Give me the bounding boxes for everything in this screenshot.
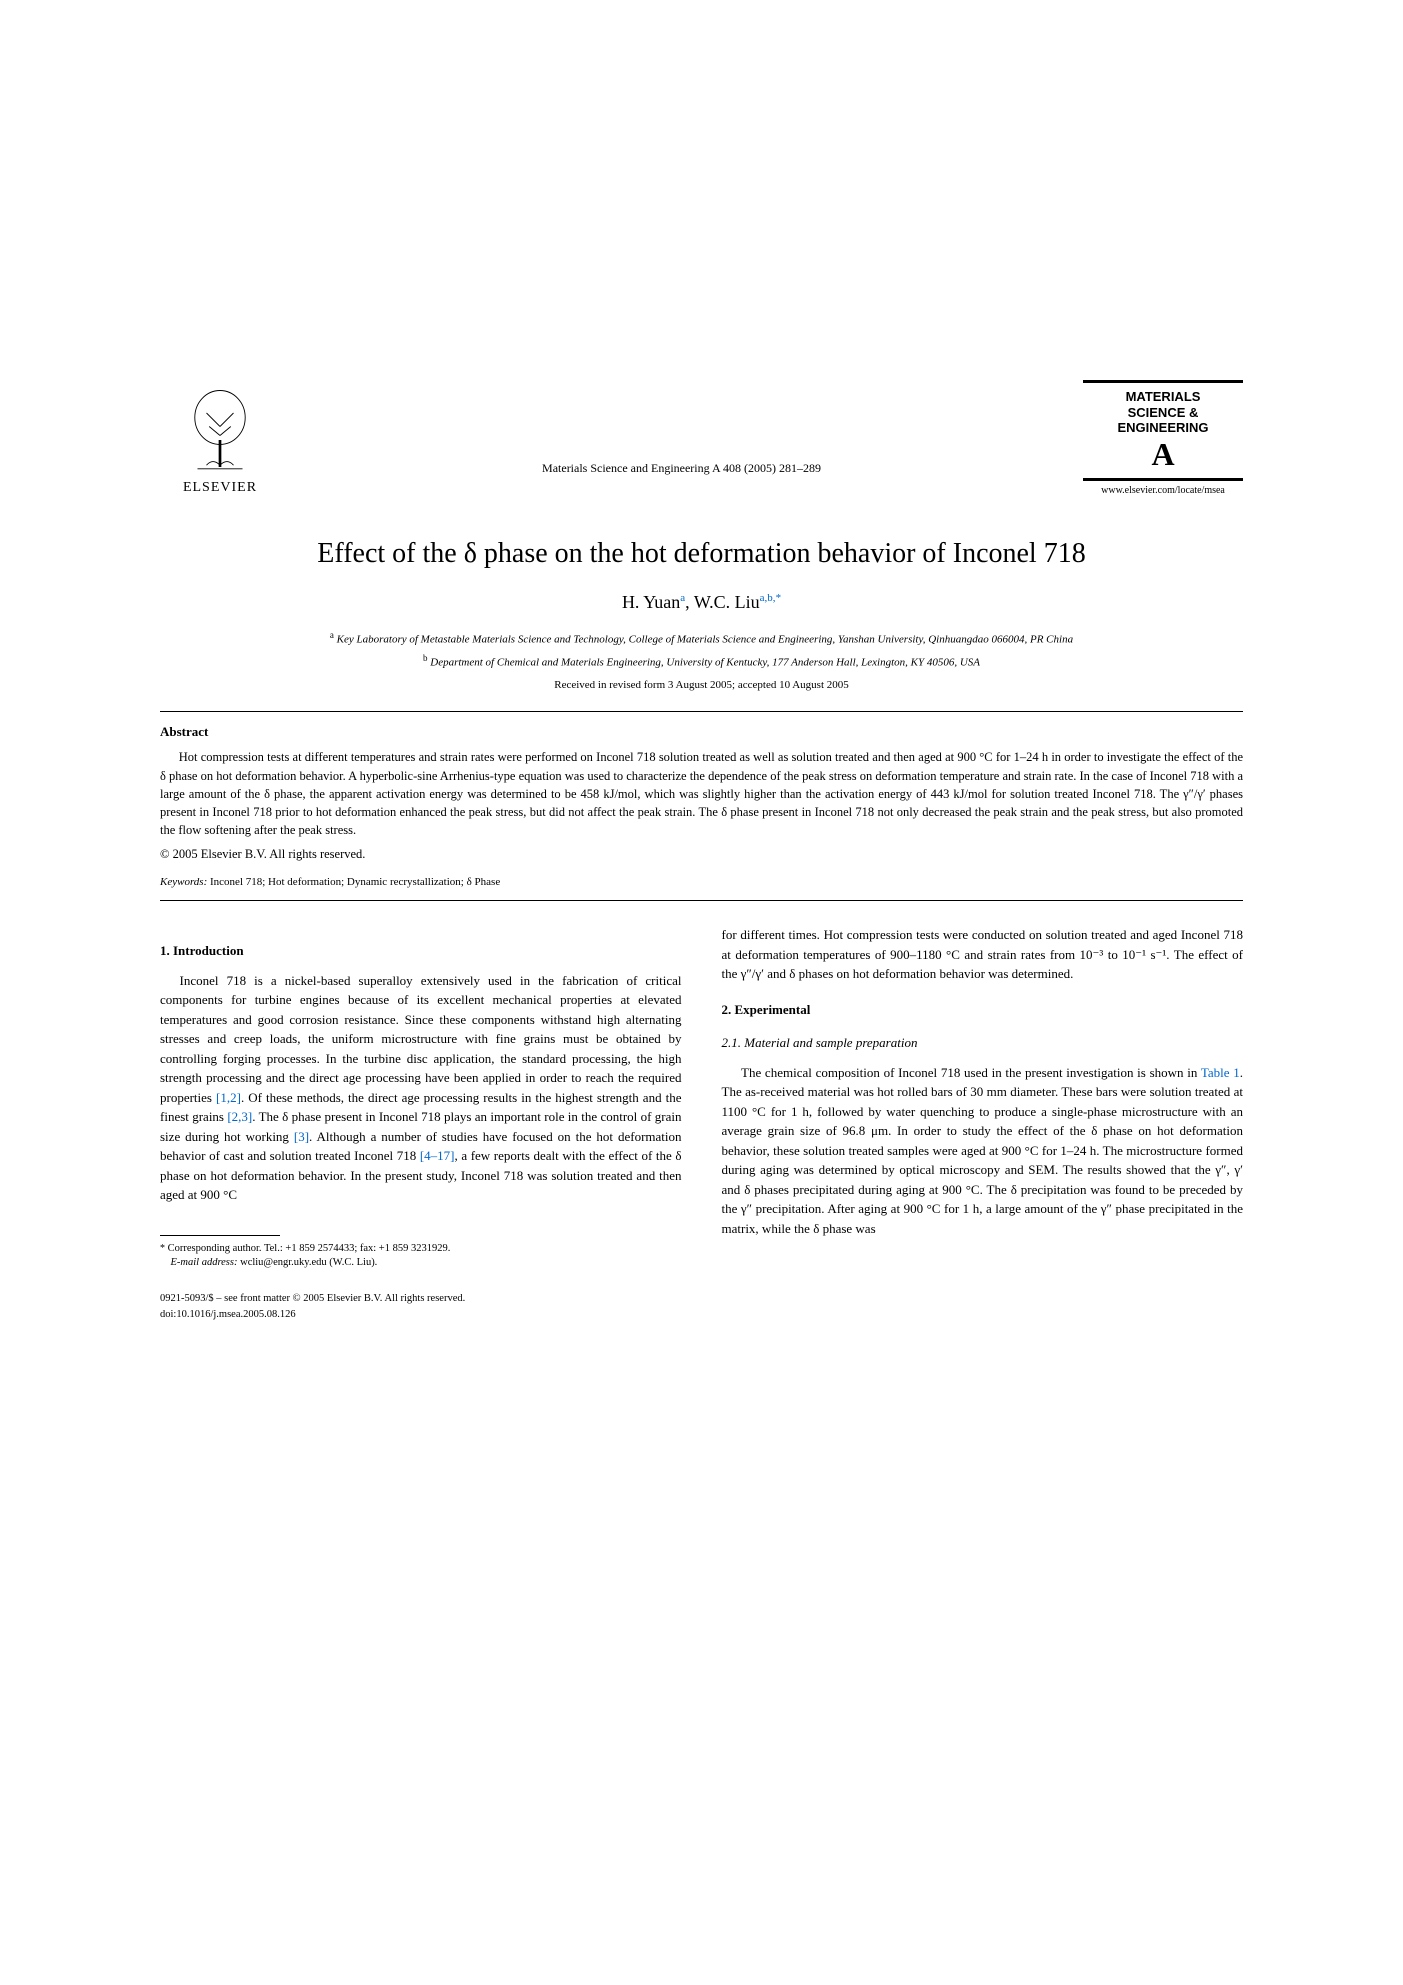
experimental-subheading: 2.1. Material and sample preparation [722, 1033, 1244, 1053]
journal-name-2: SCIENCE & [1083, 405, 1243, 421]
ref-link-4[interactable]: [4–17] [420, 1148, 455, 1163]
ref-link-2[interactable]: [2,3] [227, 1109, 252, 1124]
intro-p1a: Inconel 718 is a nickel-based superalloy… [160, 973, 682, 1105]
affil-a-text: Key Laboratory of Metastable Materials S… [334, 634, 1073, 646]
author-1: H. Yuan [622, 592, 680, 612]
experimental-paragraph: The chemical composition of Inconel 718 … [722, 1063, 1244, 1239]
email-value: wcliu@engr.uky.edu (W.C. Liu). [237, 1257, 377, 1268]
elsevier-tree-icon [175, 386, 265, 476]
abstract-heading: Abstract [160, 724, 1243, 740]
journal-name-box: MATERIALS SCIENCE & ENGINEERING A [1083, 380, 1243, 481]
email-label: E-mail address: [171, 1257, 238, 1268]
footnote-corr-text: Corresponding author. Tel.: +1 859 25744… [165, 1243, 450, 1254]
exp-p1b: . The as-received material was hot rolle… [722, 1065, 1244, 1236]
intro-heading: 1. Introduction [160, 941, 682, 961]
article-title: Effect of the δ phase on the hot deforma… [160, 536, 1243, 572]
journal-name-3: ENGINEERING [1083, 420, 1243, 436]
elsevier-label: ELSEVIER [183, 480, 257, 496]
abstract-text: Hot compression tests at different tempe… [160, 748, 1243, 839]
keywords: Keywords: Inconel 718; Hot deformation; … [160, 876, 1243, 888]
copyright: © 2005 Elsevier B.V. All rights reserved… [160, 847, 1243, 862]
exp-p1a: The chemical composition of Inconel 718 … [741, 1065, 1201, 1080]
journal-letter: A [1083, 436, 1243, 472]
author-2: , W.C. Liu [685, 592, 760, 612]
journal-reference: Materials Science and Engineering A 408 … [280, 461, 1083, 496]
keywords-text: Inconel 718; Hot deformation; Dynamic re… [207, 876, 500, 888]
affil-b-text: Department of Chemical and Materials Eng… [428, 657, 981, 669]
ref-link-1[interactable]: [1,2] [216, 1090, 241, 1105]
keywords-label: Keywords: [160, 876, 207, 888]
affiliation-a: a Key Laboratory of Metastable Materials… [160, 629, 1243, 648]
rule-2 [160, 900, 1243, 901]
rule-1 [160, 711, 1243, 712]
intro-continuation: for different times. Hot compression tes… [722, 925, 1244, 984]
abstract-body: Hot compression tests at different tempe… [160, 750, 1243, 837]
experimental-heading: 2. Experimental [722, 1000, 1244, 1020]
elsevier-logo: ELSEVIER [160, 386, 280, 496]
article-dates: Received in revised form 3 August 2005; … [160, 679, 1243, 691]
doi-block: 0921-5093/$ – see front matter © 2005 El… [160, 1291, 682, 1323]
footnote-email: E-mail address: wcliu@engr.uky.edu (W.C.… [160, 1256, 682, 1271]
page-header: ELSEVIER Materials Science and Engineeri… [160, 380, 1243, 496]
table-ref-1[interactable]: Table 1 [1201, 1065, 1240, 1080]
author-2-affil: a,b, [760, 592, 776, 604]
journal-name-1: MATERIALS [1083, 389, 1243, 405]
corresponding-star: * [776, 592, 782, 604]
column-right: for different times. Hot compression tes… [722, 925, 1244, 1322]
column-left: 1. Introduction Inconel 718 is a nickel-… [160, 925, 682, 1322]
affiliation-b: b Department of Chemical and Materials E… [160, 652, 1243, 671]
ref-link-3[interactable]: [3] [294, 1129, 309, 1144]
doi-line: doi:10.1016/j.msea.2005.08.126 [160, 1307, 682, 1323]
front-matter-line: 0921-5093/$ – see front matter © 2005 El… [160, 1291, 682, 1307]
intro-paragraph: Inconel 718 is a nickel-based superalloy… [160, 971, 682, 1205]
body-columns: 1. Introduction Inconel 718 is a nickel-… [160, 925, 1243, 1322]
journal-logo: MATERIALS SCIENCE & ENGINEERING A www.el… [1083, 380, 1243, 496]
footnote-separator [160, 1235, 280, 1236]
authors: H. Yuana, W.C. Liua,b,* [160, 592, 1243, 613]
footnote-corresponding: * Corresponding author. Tel.: +1 859 257… [160, 1242, 682, 1257]
journal-url: www.elsevier.com/locate/msea [1101, 485, 1225, 496]
